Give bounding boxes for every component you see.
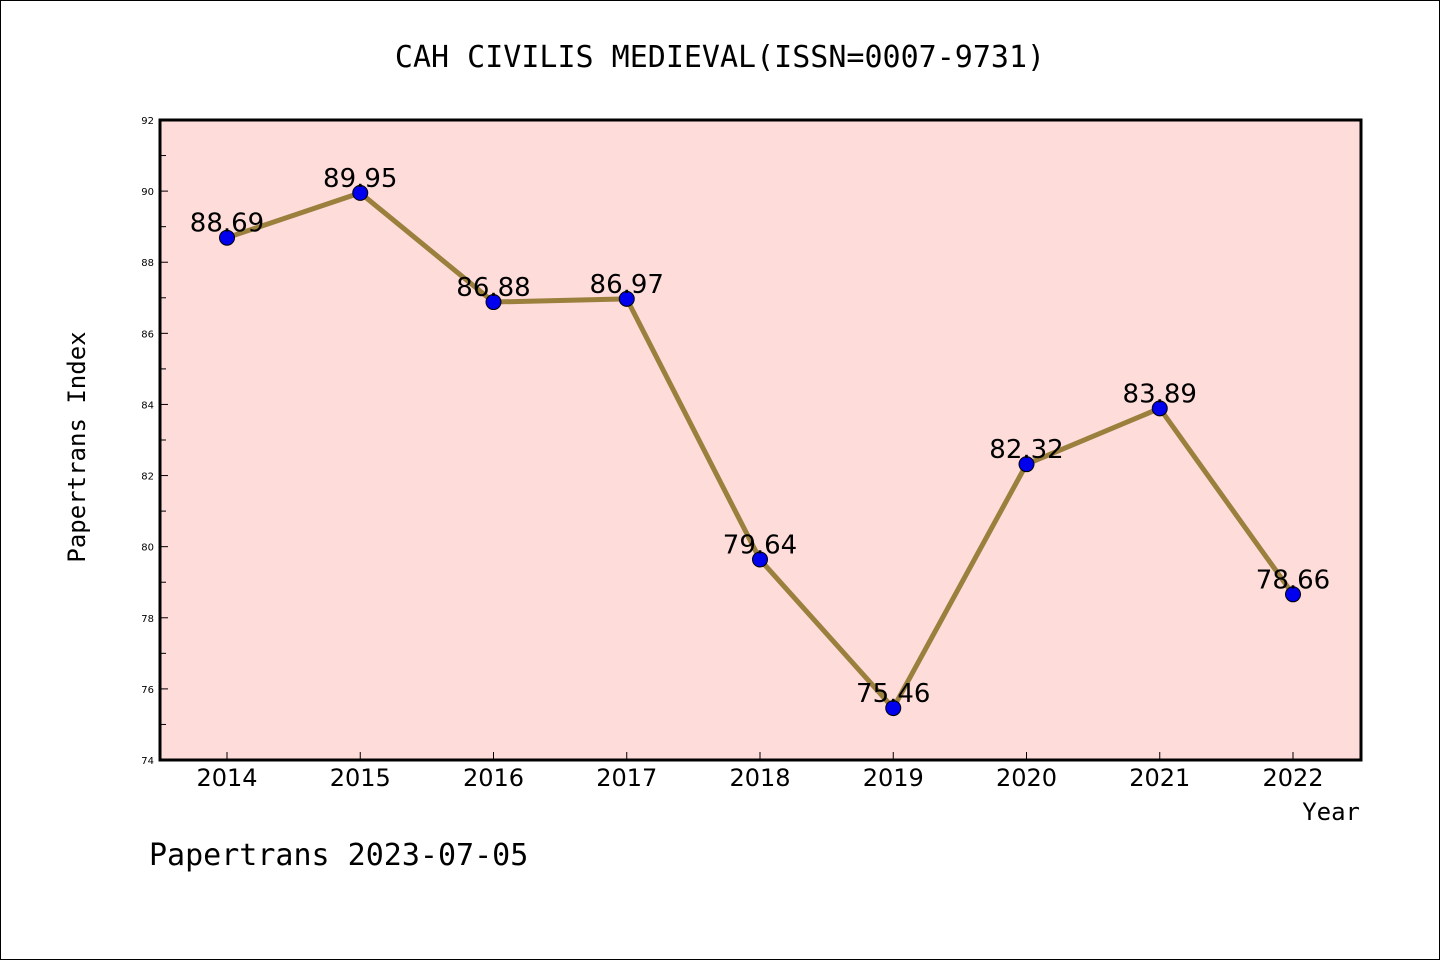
y-tick-label: 84 <box>141 400 154 411</box>
data-point <box>352 184 369 201</box>
x-tick-label: 2019 <box>863 764 924 792</box>
x-tick-label: 2020 <box>996 764 1057 792</box>
data-point <box>752 551 768 568</box>
x-tick-label: 2021 <box>1129 764 1190 792</box>
y-tick-label: 82 <box>141 472 154 483</box>
data-labels-group: 88.69 89.95 86.88 86.97 79.64 75.46 82.32 83.89… <box>190 164 1330 709</box>
plot-area <box>160 120 1361 760</box>
data-label: 78.66 <box>1256 565 1330 595</box>
data-point <box>1285 586 1301 603</box>
data-point <box>219 229 235 246</box>
x-tick-label: 2015 <box>330 764 391 792</box>
x-tick-label: 2018 <box>729 764 790 792</box>
chart-title: CAH CIVILIS MEDIEVAL(ISSN=0007-9731) <box>395 40 1045 75</box>
y-tick-label: 86 <box>141 329 154 340</box>
data-point <box>485 294 502 311</box>
data-point <box>885 700 902 717</box>
x-tick-label: 2016 <box>463 764 524 792</box>
data-label: 79.64 <box>723 530 797 560</box>
y-tick-label: 90 <box>141 187 154 198</box>
data-label: 89.95 <box>323 164 397 194</box>
y-tick-label: 74 <box>141 756 154 767</box>
y-tick-label: 80 <box>141 543 154 554</box>
x-tick-label: 2022 <box>1262 764 1323 792</box>
data-label: 88.69 <box>190 209 264 239</box>
x-axis-ticks: 2014 2015 2016 2017 2018 2019 2020 2021 2022 <box>196 752 1324 792</box>
y-axis-label: Papertrans Index <box>63 331 91 562</box>
footer-text: Papertrans 2023-07-05 <box>149 838 528 873</box>
x-tick-label: 2014 <box>196 764 257 792</box>
markers-group <box>219 184 1301 717</box>
y-tick-label: 76 <box>141 685 154 696</box>
y-tick-label: 92 <box>141 116 154 127</box>
data-point <box>618 290 635 307</box>
data-point <box>1018 456 1035 473</box>
x-axis-label: Year <box>1302 798 1360 826</box>
x-tick-label: 2017 <box>596 764 657 792</box>
data-label: 82.32 <box>989 435 1063 465</box>
data-label: 86.88 <box>456 273 530 303</box>
data-label: 75.46 <box>856 679 930 709</box>
y-tick-label: 78 <box>141 614 154 625</box>
data-label: 86.97 <box>590 270 664 300</box>
y-tick-label: 88 <box>141 258 154 269</box>
data-label: 83.89 <box>1123 379 1197 409</box>
data-point <box>1151 400 1168 417</box>
plot-frame <box>158 118 1363 762</box>
